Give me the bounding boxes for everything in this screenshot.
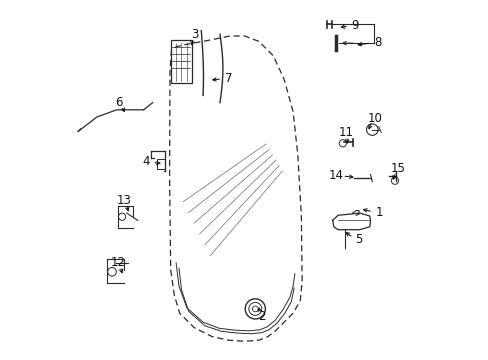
Text: 1: 1 bbox=[375, 206, 383, 219]
Text: 9: 9 bbox=[351, 19, 358, 32]
Text: 7: 7 bbox=[224, 72, 232, 85]
Text: 11: 11 bbox=[338, 126, 353, 139]
Bar bbox=[157, 159, 164, 169]
Text: 6: 6 bbox=[115, 96, 122, 109]
Text: 14: 14 bbox=[328, 169, 343, 182]
Text: 3: 3 bbox=[191, 28, 198, 41]
Text: 2: 2 bbox=[258, 310, 265, 323]
Text: 8: 8 bbox=[373, 36, 381, 49]
Text: 12: 12 bbox=[110, 256, 125, 269]
Text: 15: 15 bbox=[390, 162, 405, 175]
Text: 4: 4 bbox=[142, 156, 149, 168]
Text: 13: 13 bbox=[116, 194, 131, 207]
Text: 10: 10 bbox=[366, 112, 382, 125]
Text: 5: 5 bbox=[355, 233, 362, 246]
